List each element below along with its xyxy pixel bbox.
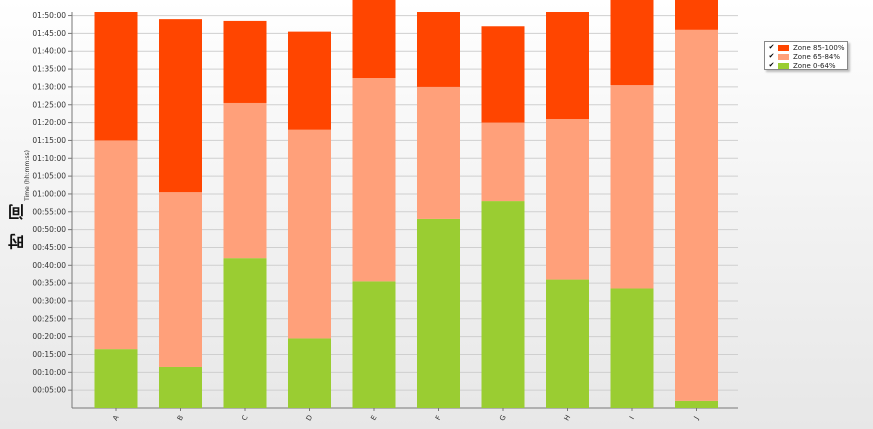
y-tick-label: 01:20:00 xyxy=(32,118,66,127)
bar-segment-j-1 xyxy=(675,29,718,401)
y-tick-label: 00:05:00 xyxy=(32,386,66,395)
y-tick-label: 01:45:00 xyxy=(32,29,66,38)
bar-segment-j-0 xyxy=(675,400,718,408)
y-tick-label: 00:20:00 xyxy=(32,332,66,341)
y-tick-label: 01:40:00 xyxy=(32,47,66,56)
checkmark-icon[interactable]: ✔ xyxy=(768,52,775,60)
bar-segment-b-2 xyxy=(159,19,202,193)
legend-swatch xyxy=(778,62,789,69)
bar-segment-h-0 xyxy=(546,279,589,408)
bar-segment-g-2 xyxy=(481,26,525,123)
bar-segment-f-2 xyxy=(417,12,460,87)
y-tick-label: 00:45:00 xyxy=(32,243,66,252)
bar-segment-a-1 xyxy=(94,140,138,350)
x-tick-label: G xyxy=(498,414,508,423)
y-tick-label: 01:10:00 xyxy=(32,154,66,163)
legend-item-zone-65-84[interactable]: ✔ Zone 65-84% xyxy=(765,52,847,61)
y-axis-title: 时 间 xyxy=(8,200,27,250)
bar-segment-c-1 xyxy=(223,102,267,259)
bar-segment-f-1 xyxy=(417,86,460,219)
bar-segment-b-0 xyxy=(159,366,202,408)
y-tick-label: 00:30:00 xyxy=(32,296,66,305)
y-tick-label: 00:35:00 xyxy=(32,279,66,288)
bar-segment-d-1 xyxy=(288,129,331,339)
bar-segment-a-0 xyxy=(94,349,138,408)
x-tick-label: B xyxy=(176,414,185,422)
legend-label: Zone 65-84% xyxy=(793,52,841,61)
y-tick-label: 01:35:00 xyxy=(32,65,66,74)
y-tick-label: 01:50:00 xyxy=(32,11,66,20)
legend-label: Zone 85-100% xyxy=(793,43,845,52)
bar-segment-i-1 xyxy=(610,85,654,289)
legend-item-zone-0-64[interactable]: ✔ Zone 0-64% xyxy=(765,61,847,70)
checkmark-icon[interactable]: ✔ xyxy=(768,61,775,69)
bar-segment-c-2 xyxy=(223,20,267,103)
x-tick-label: C xyxy=(240,414,249,422)
bar-segment-f-0 xyxy=(417,218,460,408)
y-tick-label: 01:15:00 xyxy=(32,136,66,145)
x-tick-label: I xyxy=(628,415,636,421)
checkmark-icon[interactable]: ✔ xyxy=(768,43,775,51)
x-tick-label: E xyxy=(369,414,378,422)
bar-segment-i-2 xyxy=(610,0,654,86)
bar-segment-j-2 xyxy=(675,0,718,30)
y-tick-label: 01:00:00 xyxy=(32,189,66,198)
bar-segment-d-0 xyxy=(288,338,331,408)
y-tick-label: 00:15:00 xyxy=(32,350,66,359)
legend: ✔ Zone 85-100% ✔ Zone 65-84% ✔ Zone 0-64… xyxy=(764,41,848,70)
y-tick-label: 00:25:00 xyxy=(32,314,66,323)
x-tick-label: H xyxy=(563,414,573,423)
x-tick-label: F xyxy=(434,414,443,421)
bar-segment-g-0 xyxy=(481,201,525,408)
bar-segment-d-2 xyxy=(288,31,331,130)
x-tick-label: A xyxy=(111,414,120,422)
bar-segment-i-0 xyxy=(610,288,654,408)
legend-swatch xyxy=(778,44,789,51)
y-tick-label: 00:50:00 xyxy=(32,225,66,234)
bar-segment-c-0 xyxy=(223,258,267,408)
bar-segment-e-2 xyxy=(352,0,396,79)
bar-segment-b-1 xyxy=(159,192,202,367)
x-tick-label: J xyxy=(692,415,700,422)
y-tick-label: 00:40:00 xyxy=(32,261,66,270)
legend-label: Zone 0-64% xyxy=(793,61,836,70)
bar-segment-h-1 xyxy=(546,119,589,280)
bar-segment-g-1 xyxy=(481,122,525,202)
legend-item-zone-85-100[interactable]: ✔ Zone 85-100% xyxy=(765,43,847,52)
y-tick-label: 00:10:00 xyxy=(32,368,66,377)
y-tick-label: 00:55:00 xyxy=(32,207,66,216)
x-tick-label: D xyxy=(305,414,315,423)
bar-segment-a-2 xyxy=(94,12,138,141)
legend-swatch xyxy=(778,53,789,60)
y-tick-label: 01:05:00 xyxy=(32,172,66,181)
bar-segment-h-2 xyxy=(546,12,589,120)
bar-segment-e-0 xyxy=(352,281,396,408)
y-tick-label: 01:25:00 xyxy=(32,100,66,109)
y-tick-label: 01:30:00 xyxy=(32,82,66,91)
y-axis-subtitle: Time (hh:mm:ss) xyxy=(24,150,31,201)
bar-segment-e-1 xyxy=(352,78,396,282)
